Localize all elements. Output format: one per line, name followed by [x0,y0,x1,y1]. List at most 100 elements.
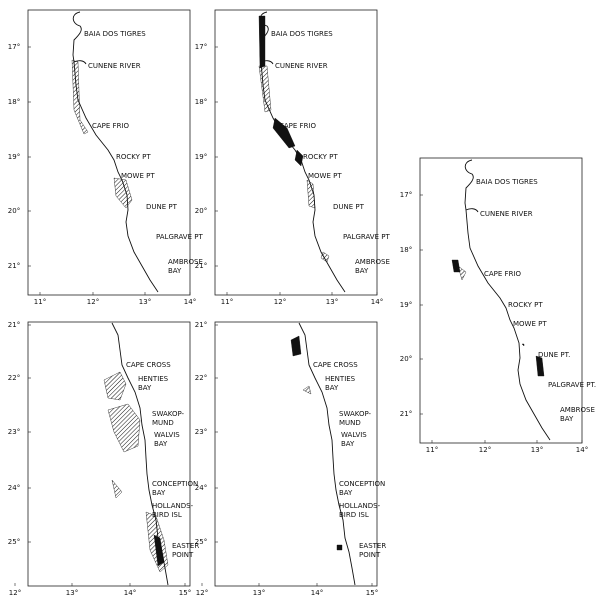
place-label: MOWE PT [121,172,155,180]
place-label: MOWE PT [513,320,547,328]
lat-label: 21° [8,262,20,270]
coastline [259,11,346,293]
place-label: HOLLANDS- [339,502,381,510]
lat-label: 22° [195,374,207,382]
place-label: CUNENE RIVER [88,62,141,70]
map-panel: 17° 18° 19° 20° 21° 11° 12° 13° 14° BAIA DOS TIGR… [8,9,203,306]
place-label: ROCKY PT [508,301,543,309]
place-label: CAPE FRIO [92,122,130,130]
lon-label: 12° [87,298,99,306]
place-label: CONCEPTION [339,480,385,488]
lon-label: 11° [221,298,233,306]
place-label: POINT [359,551,381,559]
lat-label: 20° [8,207,20,215]
place-label: CAPE FRIO [279,122,317,130]
place-label: BAIA DOS TIGRES [476,178,538,186]
lat-label: 19° [400,301,412,309]
lat-label: 21° [400,410,412,418]
panel-frame [27,9,191,296]
lon-label: 13° [139,298,151,306]
coastline [72,11,159,293]
place-label: CUNENE RIVER [275,62,328,70]
place-label: WALVIS [154,431,180,439]
place-label: SWAKOP- [152,410,185,418]
lat-label: 17° [195,43,207,51]
place-label: CAPE CROSS [313,361,358,369]
lat-label: 18° [400,246,412,254]
lat-label: 18° [8,98,20,106]
place-label: DUNE PT. [538,351,570,359]
lon-label: 11° [426,446,438,454]
lat-label: 21° [8,321,20,329]
map-panel: 21° 22° 23° 24° 25° 12° 13° 14° 15° CAPE CROSS HEN… [8,321,200,597]
map-panel: 17° 18° 19° 20° 21° 11° 12° 13° 14° BAIA DOS TIGR… [400,157,596,454]
lat-label: 18° [195,98,207,106]
catch-area-sparse [111,479,123,499]
catch-area-dense [521,343,525,347]
lon-label: 13° [66,589,78,597]
lat-label: 21° [195,262,207,270]
panel-frame [214,9,378,296]
lon-label: 15° [366,589,378,597]
place-label: BAY [152,489,166,497]
lat-label: 20° [195,207,207,215]
place-label: EASTER [172,542,199,550]
place-label: MUND [339,419,361,427]
lon-label: 12° [274,298,286,306]
catch-area-sparse [107,403,141,453]
catch-area-sparse [302,385,312,395]
coastline [464,159,551,441]
coastline [298,322,356,586]
lon-label: 14° [124,589,136,597]
place-label: BAY [168,267,182,275]
place-label: BAY [339,489,353,497]
map-panel: 17° 18° 19° 20° 21° 11° 12° 13° 14° BAIA DOS TIGR… [195,9,390,306]
catch-area-sparse [457,265,467,281]
lat-label: 21° [195,321,207,329]
place-label: AMBROSE [560,406,595,414]
lon-label: 12° [9,589,21,597]
place-label: PALGRAVE PT. [548,381,596,389]
place-label: BAY [138,384,152,392]
place-label: DUNE PT [333,203,365,211]
lat-label: 23° [195,428,207,436]
lat-label: 24° [8,484,20,492]
place-label: HENTIES [138,375,169,383]
place-label: EASTER [359,542,386,550]
lat-label: 23° [8,428,20,436]
place-label: ROCKY PT [303,153,338,161]
catch-area-sparse [71,59,89,135]
place-label: ROCKY PT [116,153,151,161]
lon-label: 13° [531,446,543,454]
lon-label: 14° [184,298,196,306]
lon-label: 13° [326,298,338,306]
place-label: BAIA DOS TIGRES [271,30,333,38]
catch-area-dense [535,355,545,377]
lat-label: 19° [8,153,20,161]
panel-frame [419,157,583,444]
lat-label: 19° [195,153,207,161]
place-label: SWAKOP- [339,410,372,418]
place-label: DUNE PT [146,203,178,211]
lat-label: 17° [400,191,412,199]
place-label: BAY [560,415,574,423]
place-label: HENTIES [325,375,356,383]
lon-label: 14° [371,298,383,306]
lat-label: 20° [400,355,412,363]
place-label: AMBROSE [168,258,203,266]
place-label: PALGRAVE PT [156,233,203,241]
place-label: CONCEPTION [152,480,198,488]
catch-area-dense [272,117,296,149]
place-label: CAPE FRIO [484,270,522,278]
catch-area-dense [290,335,302,357]
place-label: WALVIS [341,431,367,439]
place-label: BAY [355,267,369,275]
place-label: MUND [152,419,174,427]
lon-label: 14° [311,589,323,597]
place-label: BIRD ISL [339,511,369,519]
lon-label: 11° [34,298,46,306]
map-panel: 21° 22° 23° 24° 25° 12° 13° 14° 15° CAPE CROSS HEN… [195,321,387,597]
panel-frame [214,321,378,587]
place-label: BAY [154,440,168,448]
